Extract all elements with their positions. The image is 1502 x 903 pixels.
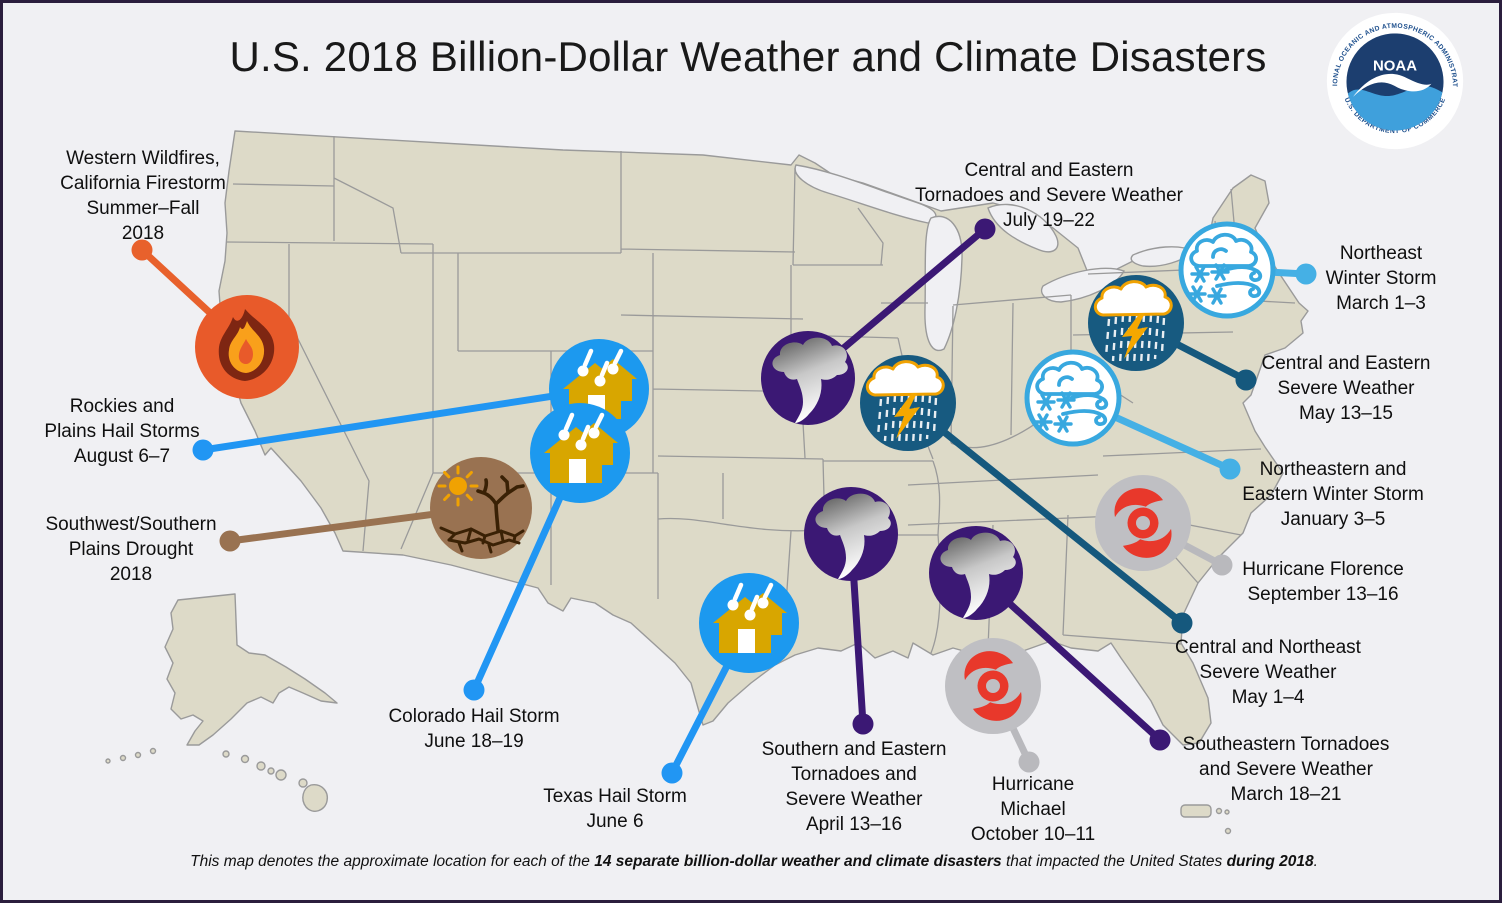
label-line: and Severe Weather (1199, 759, 1373, 780)
label-line: Eastern Winter Storm (1242, 484, 1424, 505)
drought-icon (428, 455, 534, 561)
label-line: Plains Drought (68, 539, 194, 560)
label-hurricane-michael: Hurricane Michael October 10–11 (908, 772, 1158, 847)
label-line: Northeastern and (1259, 459, 1407, 480)
label-line: Southwest/Southern (45, 514, 217, 535)
label-line: Summer–Fall (86, 198, 200, 219)
lake-huron (987, 203, 1059, 253)
great-lakes (794, 164, 1196, 352)
hurricane-florence-icon (1095, 475, 1191, 571)
footnote-bold-text: 14 separate billion-dollar weather and c… (594, 853, 1002, 870)
label-line: April 13–16 (805, 814, 903, 835)
label-line: Tornadoes and (791, 764, 917, 785)
label-line: 2018 (121, 223, 165, 244)
label-western-wildfires: Western Wildfires, California Firestorm … (18, 146, 268, 246)
label-line: Southern and Eastern (761, 739, 947, 760)
central-eastern-tornado-icon (761, 331, 855, 425)
us-map (105, 130, 1317, 835)
page-title: U.S. 2018 Billion-Dollar Weather and Cli… (229, 33, 1267, 80)
label-southern-eastern-tornadoes: Southern and Eastern Tornadoes and Sever… (729, 737, 979, 837)
label-northeast-winter-storm: Northeast Winter Storm March 1–3 (1256, 241, 1499, 316)
label-line: July 19–22 (1003, 210, 1095, 231)
noaa-logo: NATIONAL OCEANIC AND ATMOSPHERIC ADMINIS… (1325, 11, 1464, 150)
leader-dots (131, 218, 1317, 784)
footnote-text: that impacted the United States (1001, 853, 1227, 870)
label-line: Hurricane (991, 774, 1075, 795)
label-line: March 18–21 (1230, 784, 1342, 805)
label-line: Central and Northeast (1175, 637, 1361, 658)
footnote-bold-text: during 2018 (1226, 853, 1314, 870)
label-line: Western Wildfires, (66, 148, 220, 169)
label-line: September 13–16 (1247, 584, 1399, 605)
hawaii (222, 750, 328, 812)
land-shapes (105, 130, 1309, 835)
label-line: October 10–11 (970, 824, 1096, 845)
logo-emblem (1346, 33, 1444, 131)
label-line: Tornadoes and Severe Weather (915, 185, 1183, 206)
label-texas-hail: Texas Hail Storm June 6 (490, 784, 740, 834)
wildfire-flame-icon (195, 295, 299, 399)
label-line: Central and Eastern (1261, 353, 1431, 374)
label-line: June 18–19 (424, 731, 524, 752)
label-line: Texas Hail Storm (543, 786, 687, 807)
leader-rockies-plains-hail (199, 385, 603, 454)
label-line: Winter Storm (1325, 268, 1437, 289)
footnote: This map denotes the approximate locatio… (3, 853, 1499, 871)
label-line: January 3–5 (1280, 509, 1386, 530)
label-hurricane-florence: Hurricane Florence September 13–16 (1198, 557, 1448, 607)
label-line: Plains Hail Storms (44, 421, 200, 442)
label-line: Severe Weather (1277, 378, 1415, 399)
label-central-northeast-severe: Central and Northeast Severe Weather May… (1143, 635, 1393, 710)
label-central-eastern-severe: Central and Eastern Severe Weather May 1… (1221, 351, 1471, 426)
label-line: Central and Eastern (964, 160, 1134, 181)
leader-central-northeast-severe (904, 399, 1186, 627)
label-line: Northeast (1339, 243, 1423, 264)
label-northeastern-winter-storm: Northeastern and Eastern Winter Storm Ja… (1208, 457, 1458, 532)
label-line: Michael (1000, 799, 1066, 820)
label-line: Colorado Hail Storm (388, 706, 560, 727)
northeastern-winter-storm-icon (1027, 352, 1119, 444)
seagull-icon (1353, 73, 1432, 97)
label-line: California Firestorm (60, 173, 226, 194)
label-line: May 1–4 (1231, 687, 1305, 708)
label-line: March 1–3 (1336, 293, 1426, 314)
label-line: Severe Weather (1199, 662, 1337, 683)
lake-ontario (1130, 246, 1196, 268)
label-rockies-plains-hail: Rockies and Plains Hail Storms August 6–… (3, 394, 247, 469)
logo-wordmark: NOAA (1373, 58, 1417, 75)
footnote-text: This map denotes the approximate locatio… (190, 853, 595, 870)
colorado-hail-house-icon (530, 403, 630, 503)
label-colorado-hail: Colorado Hail Storm June 18–19 (349, 704, 599, 754)
label-southwest-drought: Southwest/Southern Plains Drought 2018 (6, 512, 256, 587)
label-central-eastern-tornadoes: Central and Eastern Tornadoes and Severe… (889, 158, 1209, 233)
label-line: Hurricane Florence (1242, 559, 1404, 580)
label-southeastern-tornadoes: Southeastern Tornadoes and Severe Weathe… (1156, 732, 1416, 807)
label-line: Southeastern Tornadoes (1182, 734, 1390, 755)
texas-hail-house-icon (699, 573, 799, 673)
lake-superior (794, 164, 937, 224)
southeastern-tornado-icon (929, 526, 1023, 620)
central-northeast-storm-cloud-icon (858, 353, 958, 453)
label-line: Severe Weather (785, 789, 923, 810)
hurricane-michael-icon (945, 638, 1041, 734)
label-line: 2018 (109, 564, 153, 585)
label-line: August 6–7 (73, 446, 171, 467)
label-line: May 13–15 (1298, 403, 1393, 424)
central-eastern-storm-cloud-icon (1086, 273, 1186, 373)
label-line: June 6 (586, 811, 644, 832)
label-line: Rockies and (69, 396, 175, 417)
footnote-text: . (1313, 853, 1318, 870)
alaska (164, 593, 338, 746)
puerto-rico (1180, 804, 1232, 835)
aleutian-islands (105, 747, 157, 764)
southern-eastern-tornado-icon (804, 487, 898, 581)
